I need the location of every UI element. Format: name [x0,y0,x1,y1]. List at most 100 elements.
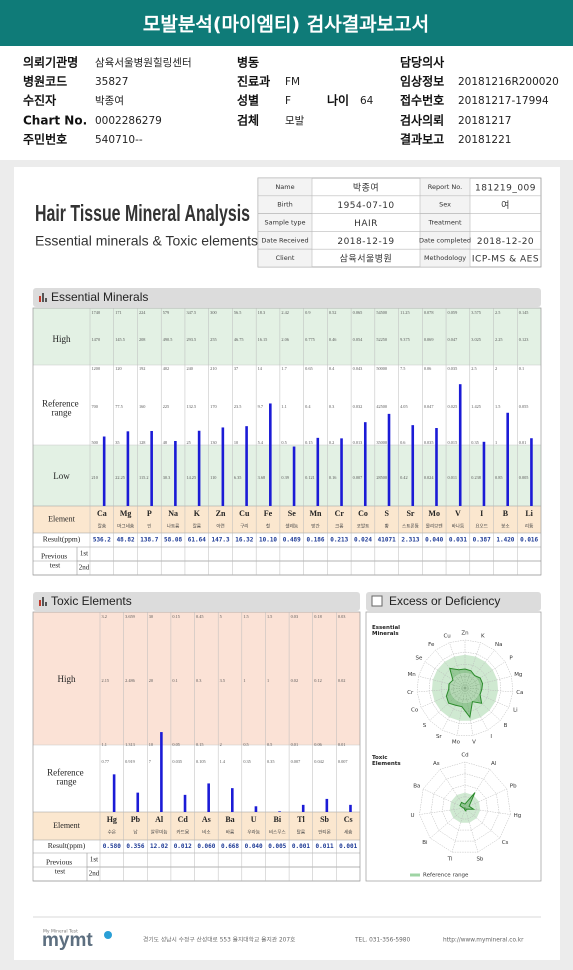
radar-label: U [411,813,415,819]
element-symbol: Zn [216,509,226,518]
result-value: 48.82 [117,537,135,544]
scale-value: 402 [163,366,169,371]
scale-value: 9.7 [258,404,264,409]
scale-value: 56.5 [234,310,242,315]
info-label: Methodology [424,254,466,262]
element-name: 스트론튬 [402,524,419,530]
radar-label: Tl [447,856,453,862]
radar-label: Na [495,642,503,648]
radar-ring [441,784,489,831]
element-symbol: Hg [107,815,117,824]
scale-value: 1.5 [267,614,272,619]
element-name: 카드뮴 [176,829,189,836]
patient-label: 병원코드 [23,74,67,89]
element-name: 칼슘 [98,523,106,530]
result-value: 1.420 [496,537,514,544]
radar-ring [440,663,490,712]
scale-value: 0.65 [305,366,313,371]
scale-value: 145.5 [115,337,125,342]
result-bar [340,438,343,506]
element-name: 구리 [240,523,248,530]
result-value: 536.2 [93,537,111,544]
radar-spoke [464,788,507,809]
element-symbol: Ba [225,815,234,824]
element-symbol: Ca [97,509,107,518]
scale-value: 224 [139,310,146,315]
logo: mymt [42,930,93,951]
result-value: 10.10 [259,537,277,544]
scale-value: 0.078 [424,310,434,315]
radar-spoke [417,687,466,693]
scale-value: 10 [234,440,238,445]
radar-label: Cu [443,633,450,639]
scale-value: 1.425 [471,404,481,409]
scale-value: 5.4 [258,440,264,445]
scale-value: 0.06 [424,366,432,371]
scale-value: 0.5 [267,742,272,747]
element-name: 칼륨 [193,523,201,530]
radar-spoke [419,807,466,815]
radar-spoke [424,661,466,689]
result-value: 0.011 [316,843,334,850]
scale-value: 0.059 [448,310,458,315]
result-bar [349,804,352,812]
result-value: 0.213 [330,537,348,544]
patient-value: 35827 [95,76,128,88]
row-label: Result(ppm) [48,841,86,850]
element-symbol: As [202,815,211,824]
patient-label: 의뢰기관명 [23,55,78,70]
scale-value: 128 [139,440,145,445]
element-symbol: Pb [131,815,141,824]
radar-spoke [464,649,495,689]
scale-value: 0.007 [338,759,349,764]
panel-icon [39,296,41,302]
radar-spoke [420,687,466,708]
patient-label: 담당의사 [400,55,444,70]
radar-label: Pb [510,783,517,789]
element-symbol: Sb [320,815,329,824]
result-bar [387,413,391,506]
element-symbol: Mo [428,509,440,518]
result-value: 61.64 [188,537,206,544]
scale-value: 0.013 [353,440,363,445]
scale-value: 1.7 [281,366,287,371]
patient-label: 결과보고 [400,132,444,147]
element-symbol: Na [168,509,178,518]
band-label: High [53,334,72,344]
radar-title: Essential Minerals [372,625,402,637]
scale-value: 2.06 [281,337,289,342]
patient-value: 삼육서울병원힐링센터 [95,56,192,69]
element-name: 나트륨 [167,523,180,530]
footer-tel: TEL. 031-356-5980 [354,938,410,944]
element-name: 요오드 [475,524,488,530]
patient-label: 임상정보 [400,74,444,89]
scale-value: 9.375 [400,337,410,342]
scale-value: 1740 [92,310,101,315]
scale-value: 0.35 [471,440,479,445]
result-value: 58.08 [164,537,182,544]
element-name: 인 [147,523,151,530]
element-symbol: Mg [120,509,132,518]
scale-value: 110 [210,475,216,480]
radar-spoke [464,687,501,721]
scale-value: 240 [186,366,192,371]
scale-value: 0.06 [314,742,322,747]
scale-value: 0.015 [448,440,458,445]
scale-value: 3.2 [102,614,107,619]
scale-value: 347.5 [186,310,196,315]
scale-value: 0.011 [448,475,458,480]
scale-value: 35 [115,440,119,445]
scale-value: 170 [210,404,216,409]
legend-label: Reference range [423,873,469,879]
element-symbol: K [194,509,201,518]
radar-label: Cs [502,840,509,846]
element-name: 세슘 [344,829,352,836]
radar-ring [452,675,478,701]
band [33,612,360,745]
result-bar [126,431,130,506]
element-name: 아연 [216,523,224,530]
scale-value: 0.035 [172,759,182,764]
element-row [33,812,360,840]
row-label: Previous test [46,857,74,875]
info-label-cell [257,248,313,268]
